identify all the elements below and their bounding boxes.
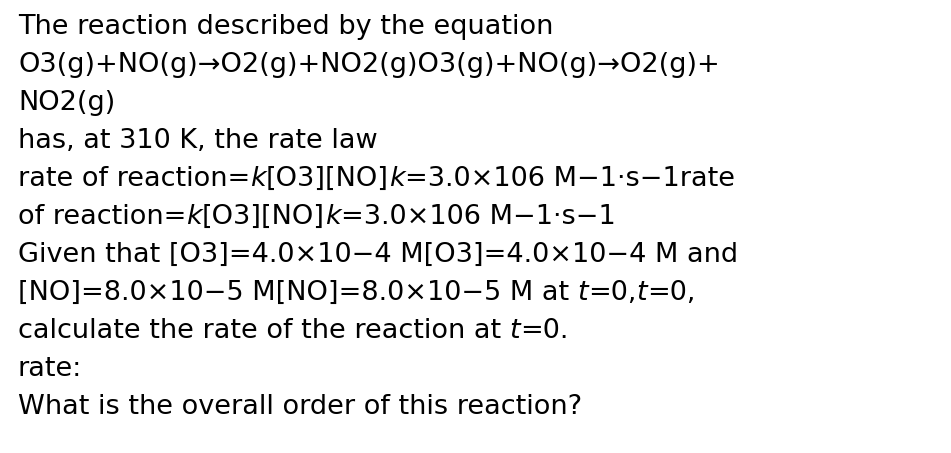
Text: [O3][NO]: [O3][NO]	[203, 204, 325, 230]
Text: Given that [O3]=4.0×10−4 M[O3]=4.0×10−4 M and: Given that [O3]=4.0×10−4 M[O3]=4.0×10−4 …	[18, 242, 738, 268]
Text: k: k	[250, 166, 266, 192]
Text: rate of reaction=: rate of reaction=	[18, 166, 250, 192]
Text: t: t	[578, 280, 589, 306]
Text: O3(g)+NO(g)→O2(g)+NO2(g)O3(g)+NO(g)→O2(g)+: O3(g)+NO(g)→O2(g)+NO2(g)O3(g)+NO(g)→O2(g…	[18, 52, 720, 78]
Text: NO2(g): NO2(g)	[18, 90, 115, 116]
Text: =0,: =0,	[589, 280, 637, 306]
Text: has, at 310 K, the rate law: has, at 310 K, the rate law	[18, 128, 378, 154]
Text: t: t	[510, 318, 520, 344]
Text: =0,: =0,	[648, 280, 696, 306]
Text: The reaction described by the equation: The reaction described by the equation	[18, 14, 553, 40]
Text: =3.0×106 M−1·s−1rate: =3.0×106 M−1·s−1rate	[405, 166, 735, 192]
Text: k: k	[389, 166, 405, 192]
Text: of reaction=: of reaction=	[18, 204, 186, 230]
Text: [O3][NO]: [O3][NO]	[266, 166, 389, 192]
Text: What is the overall order of this reaction?: What is the overall order of this reacti…	[18, 394, 582, 420]
Text: =3.0×106 M−1·s−1: =3.0×106 M−1·s−1	[340, 204, 615, 230]
Text: [NO]=8.0×10−5 M[NO]=8.0×10−5 M at: [NO]=8.0×10−5 M[NO]=8.0×10−5 M at	[18, 280, 578, 306]
Text: k: k	[186, 204, 203, 230]
Text: rate:: rate:	[18, 356, 82, 382]
Text: t: t	[637, 280, 648, 306]
Text: calculate the rate of the reaction at: calculate the rate of the reaction at	[18, 318, 510, 344]
Text: =0.: =0.	[520, 318, 569, 344]
Text: k: k	[325, 204, 340, 230]
